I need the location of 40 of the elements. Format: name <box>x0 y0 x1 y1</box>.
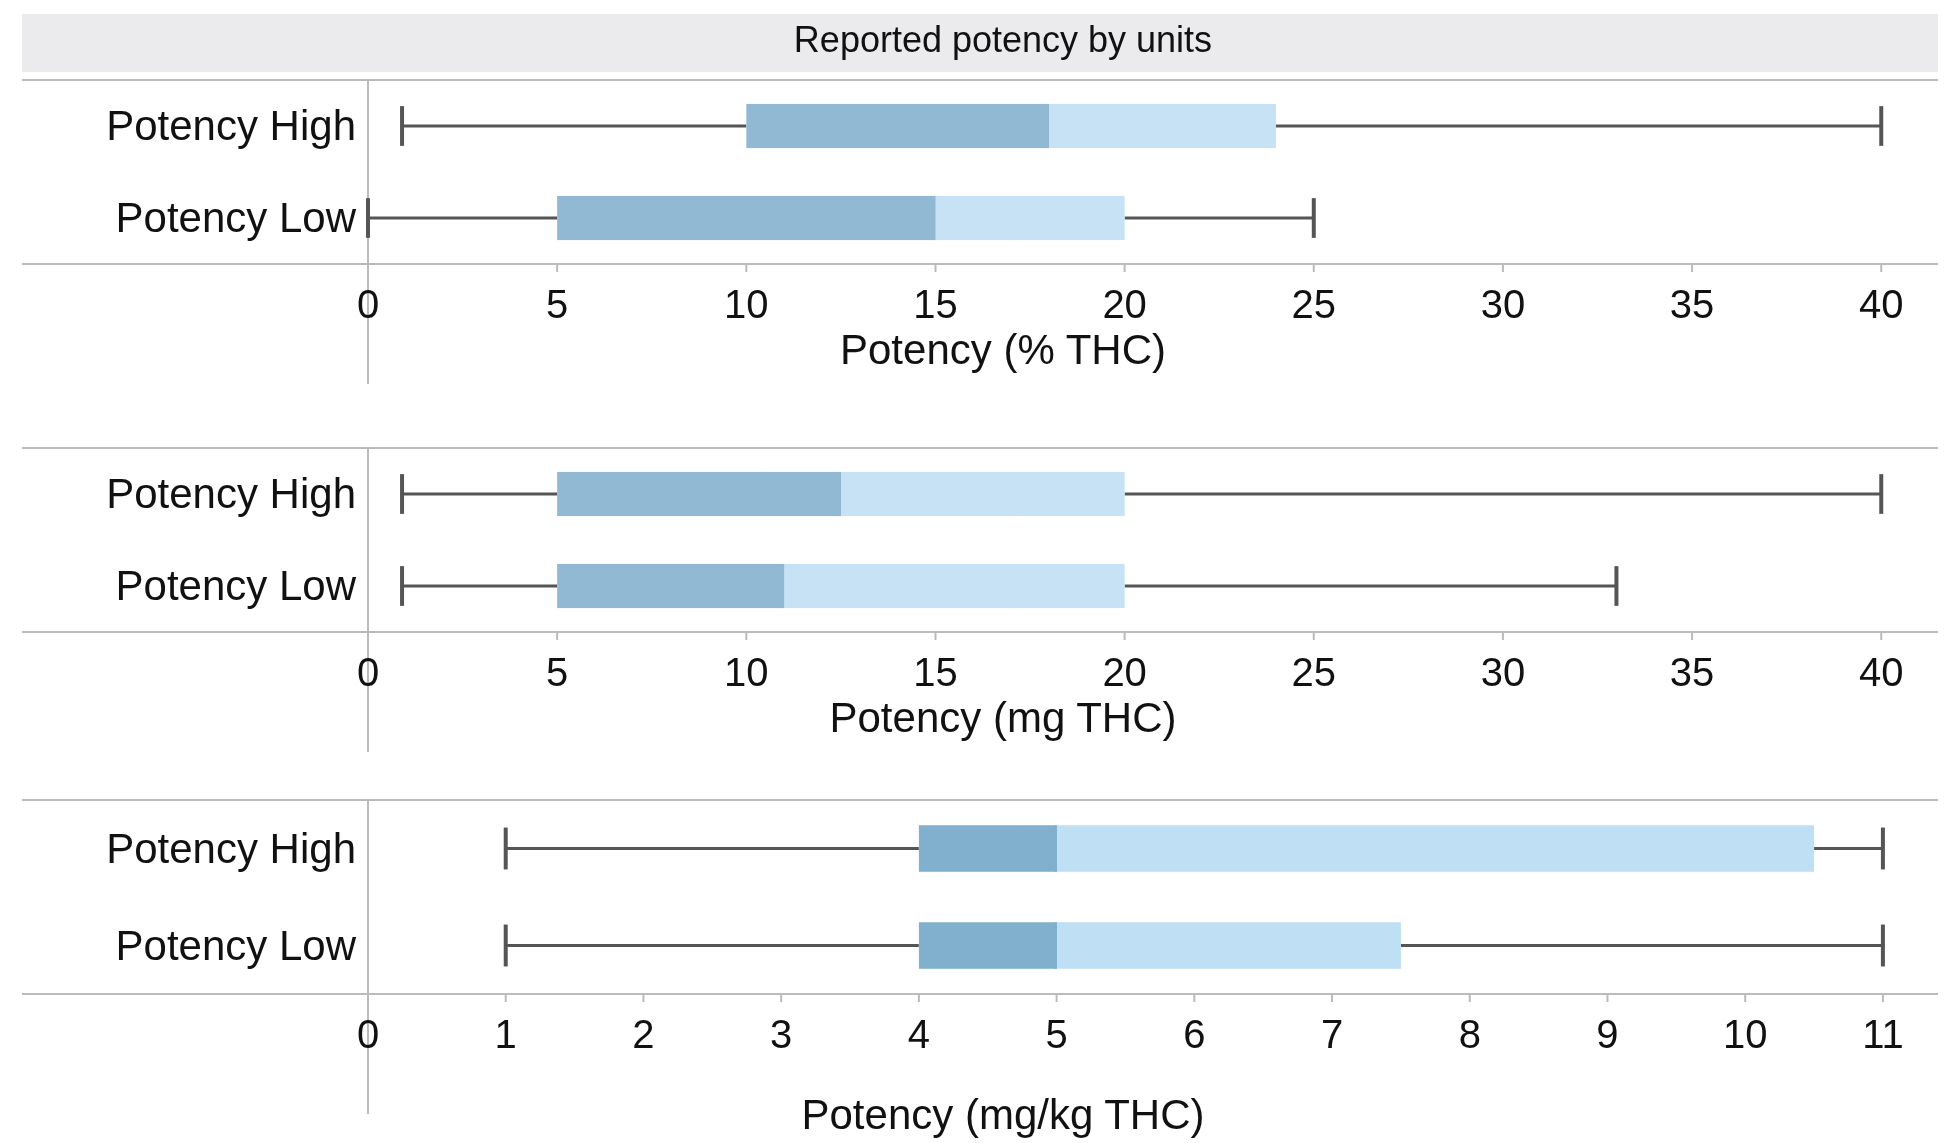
x-tick-label: 5 <box>1045 1012 1068 1056</box>
x-tick-label: 5 <box>546 282 569 326</box>
y-tick-label: Potency High <box>106 102 356 149</box>
x-tick-label: 10 <box>724 650 769 694</box>
x-tick-label: 9 <box>1596 1012 1619 1056</box>
y-tick-label: Potency High <box>106 824 356 872</box>
x-tick-label: 0 <box>356 1012 380 1056</box>
x-tick-label: 4 <box>907 1012 930 1056</box>
chart-title: Reported potency by units <box>793 19 1213 60</box>
x-tick-label: 11 <box>1862 1012 1904 1056</box>
x-tick-label: 20 <box>1102 282 1147 326</box>
x-axis-title: Potency (% THC) <box>840 326 1166 373</box>
x-tick-label: 15 <box>913 282 958 326</box>
x-tick-label: 40 <box>1859 282 1904 326</box>
x-axis-title: Potency (mg/kg THC) <box>801 1091 1205 1138</box>
x-tick-label: 20 <box>1102 650 1147 694</box>
x-tick-label: 8 <box>1458 1012 1481 1056</box>
x-tick-label: 0 <box>356 650 380 694</box>
x-tick-label: 30 <box>1480 282 1526 326</box>
x-tick-label: 30 <box>1480 650 1526 694</box>
y-tick-label: Potency High <box>106 470 356 517</box>
x-tick-label: 3 <box>770 1012 793 1056</box>
x-tick-label: 2 <box>632 1012 655 1056</box>
x-tick-label: 25 <box>1291 650 1337 694</box>
x-tick-label: 35 <box>1669 650 1715 694</box>
y-tick-label: Potency Low <box>115 194 357 241</box>
x-tick-label: 5 <box>546 650 569 694</box>
x-tick-label: 35 <box>1669 282 1715 326</box>
y-tick-label: Potency Low <box>115 921 357 969</box>
x-tick-label: 15 <box>913 650 958 694</box>
x-tick-label: 0 <box>356 282 380 326</box>
x-axis-title: Potency (mg THC) <box>829 694 1177 741</box>
x-tick-label: 6 <box>1183 1012 1206 1056</box>
x-tick-label: 40 <box>1859 650 1904 694</box>
y-tick-label: Potency Low <box>115 562 357 609</box>
x-tick-label: 10 <box>724 282 769 326</box>
x-tick-label: 25 <box>1291 282 1337 326</box>
x-tick-label: 1 <box>494 1012 517 1056</box>
x-tick-label: 7 <box>1320 1012 1344 1056</box>
x-tick-label: 10 <box>1722 1012 1768 1056</box>
